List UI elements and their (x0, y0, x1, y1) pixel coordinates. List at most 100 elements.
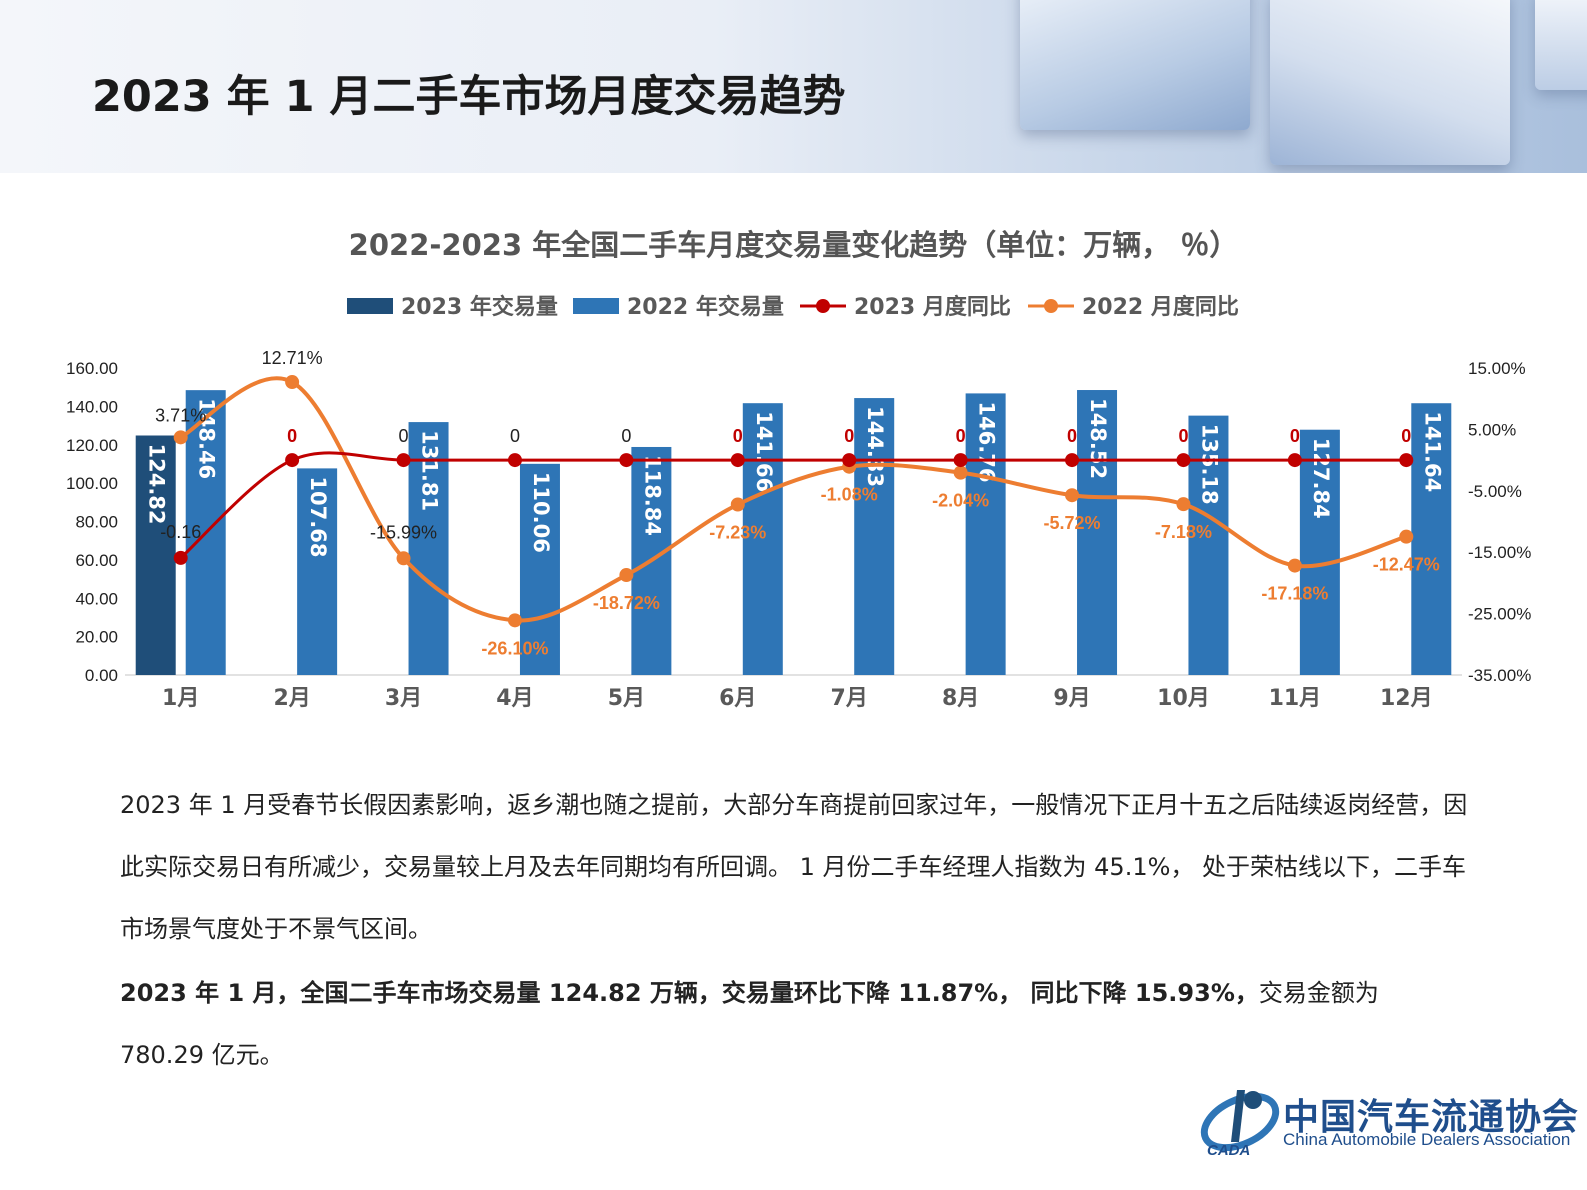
y-axis-left-tick: 80.00 (75, 513, 118, 532)
point-2022-yoy-label: -2.04% (932, 491, 989, 511)
point-2023-yoy-label: 0 (287, 426, 297, 446)
point-2023-yoy (1176, 453, 1191, 468)
point-2022-yoy-label: 3.71% (155, 405, 206, 425)
body-paragraph-1: 2023 年 1 月受春节长假因素影响，返乡潮也随之提前，大部分车商提前回家过年… (120, 791, 1468, 943)
x-axis-tick: 3月 (385, 686, 422, 711)
bar-2022-label: 135.18 (1197, 424, 1221, 505)
bar-2022-label: 110.06 (529, 472, 553, 553)
point-2023-yoy (842, 453, 857, 468)
page-title: 2023 年 1 月二手车市场月度交易趋势 (92, 72, 846, 122)
bar-2022 (854, 398, 895, 675)
point-2023-yoy-label: 0 (510, 426, 520, 446)
x-axis-tick: 8月 (942, 686, 979, 711)
point-2023-yoy-label: 0 (621, 426, 631, 446)
x-axis-tick: 9月 (1053, 686, 1090, 711)
bar-2022-label: 141.66 (752, 411, 776, 492)
y-axis-right-tick: -35.00% (1468, 666, 1531, 685)
y-axis-left-tick: 20.00 (75, 628, 118, 647)
point-2023-yoy-label: 0 (399, 426, 409, 446)
point-2022-yoy-label: -15.99% (370, 522, 437, 542)
bar-2022 (965, 393, 1006, 675)
y-axis-right-tick: 5.00% (1468, 420, 1516, 439)
point-2023-yoy-label: 0 (1401, 426, 1411, 446)
bar-2022 (1411, 403, 1452, 675)
point-2023-yoy (173, 550, 188, 565)
point-2022-yoy (396, 551, 411, 566)
legend-marker (816, 299, 830, 313)
y-axis-left-tick: 100.00 (66, 474, 118, 493)
bar-2023 (135, 435, 176, 675)
legend-swatch (347, 298, 393, 314)
point-2023-yoy (1065, 453, 1080, 468)
point-2023-yoy-label: 0 (1178, 426, 1188, 446)
legend-label: 2022 月度同比 (1082, 294, 1239, 320)
x-axis-tick: 4月 (496, 686, 533, 711)
bar-2022 (742, 403, 783, 675)
x-axis-tick: 10月 (1157, 686, 1210, 711)
point-2022-yoy-label: -26.10% (481, 638, 548, 658)
point-2022-yoy (1176, 497, 1191, 512)
point-2023-yoy (619, 453, 634, 468)
bar-2022-label: 141.64 (1420, 411, 1444, 492)
x-axis-tick: 12月 (1380, 686, 1433, 711)
legend-marker (1044, 299, 1058, 313)
bar-2022-label: 146.76 (975, 401, 999, 482)
y-axis-right-tick: 15.00% (1468, 359, 1526, 378)
decor-cube (1535, 0, 1587, 90)
legend-label: 2023 月度同比 (854, 294, 1011, 320)
point-2023-yoy (285, 453, 300, 468)
bar-2022-label: 127.84 (1309, 438, 1333, 519)
point-2022-yoy (173, 430, 188, 445)
y-axis-left-tick: 60.00 (75, 551, 118, 570)
point-2023-yoy (396, 453, 411, 468)
y-axis-left-tick: 120.00 (66, 436, 118, 455)
point-2023-yoy-label: 0 (1067, 426, 1077, 446)
point-2023-yoy (1399, 453, 1414, 468)
x-axis-tick: 2月 (273, 686, 310, 711)
point-2022-yoy-label: -7.23% (709, 522, 766, 542)
point-2022-yoy (1287, 558, 1302, 573)
decor-cube (1020, 0, 1250, 130)
x-axis-tick: 7月 (831, 686, 868, 711)
logo-abbr: CADA (1207, 1142, 1251, 1159)
point-2023-yoy (953, 453, 968, 468)
combo-chart: 2023 年交易量 2022 年交易量 2023 月度同比 2022 月度同比 0.00… (66, 294, 1531, 711)
point-2022-yoy-label: -17.18% (1261, 584, 1328, 604)
point-2022-yoy (1399, 529, 1414, 544)
cada-logo: CADA 中国汽车流通协会 China Automobile Dealers A… (1195, 1082, 1578, 1172)
cada-emblem-icon (1200, 1090, 1280, 1152)
point-2023-yoy-label: 0 (1290, 426, 1300, 446)
point-2022-yoy (507, 613, 522, 628)
decor-cube (1270, 0, 1510, 165)
point-2023-yoy (730, 453, 745, 468)
legend-label: 2023 年交易量 (401, 294, 558, 320)
y-axis-left-tick: 140.00 (66, 397, 118, 416)
summary-bold: 2023 年 1 月，全国二手车市场交易量 124.82 万辆，交易量环比下降 … (120, 979, 1259, 1007)
point-2022-yoy-label: -5.72% (1044, 513, 1101, 533)
point-2022-yoy (1065, 488, 1080, 503)
point-2023-yoy-label: -0.16 (160, 522, 201, 542)
point-2022-yoy (953, 465, 968, 480)
bar-2022-label: 148.52 (1086, 398, 1110, 479)
point-2022-yoy-label: 12.71% (262, 348, 323, 368)
y-axis-left-tick: 160.00 (66, 359, 118, 378)
y-axis-right-tick: -25.00% (1468, 605, 1531, 624)
bar-2022-label: 148.46 (195, 398, 219, 479)
x-axis-tick: 5月 (608, 686, 645, 711)
bar-2022-label: 144.33 (863, 406, 887, 487)
point-2023-yoy (1287, 453, 1302, 468)
legend-swatch (573, 298, 619, 314)
logo-english-name: China Automobile Dealers Association (1283, 1130, 1571, 1149)
y-axis-right-tick: -15.00% (1468, 543, 1531, 562)
point-2022-yoy-label: -12.47% (1373, 555, 1440, 575)
point-2023-yoy (507, 453, 522, 468)
point-2023-yoy-label: 0 (844, 426, 854, 446)
point-2022-yoy (730, 497, 745, 512)
bar-2022-label: 118.84 (640, 455, 664, 536)
y-axis-left-tick: 40.00 (75, 589, 118, 608)
summary-rest: 交易金额为 780.29 亿元。 (120, 979, 1379, 1069)
chart-title: 2022-2023 年全国二手车月度交易量变化趋势（单位：万辆， ％） (348, 228, 1239, 262)
body-paragraph-2: 2023 年 1 月，全国二手车市场交易量 124.82 万辆，交易量环比下降 … (120, 962, 1470, 1086)
x-axis-tick: 11月 (1269, 686, 1322, 711)
point-2022-yoy-label: -18.72% (593, 593, 660, 613)
